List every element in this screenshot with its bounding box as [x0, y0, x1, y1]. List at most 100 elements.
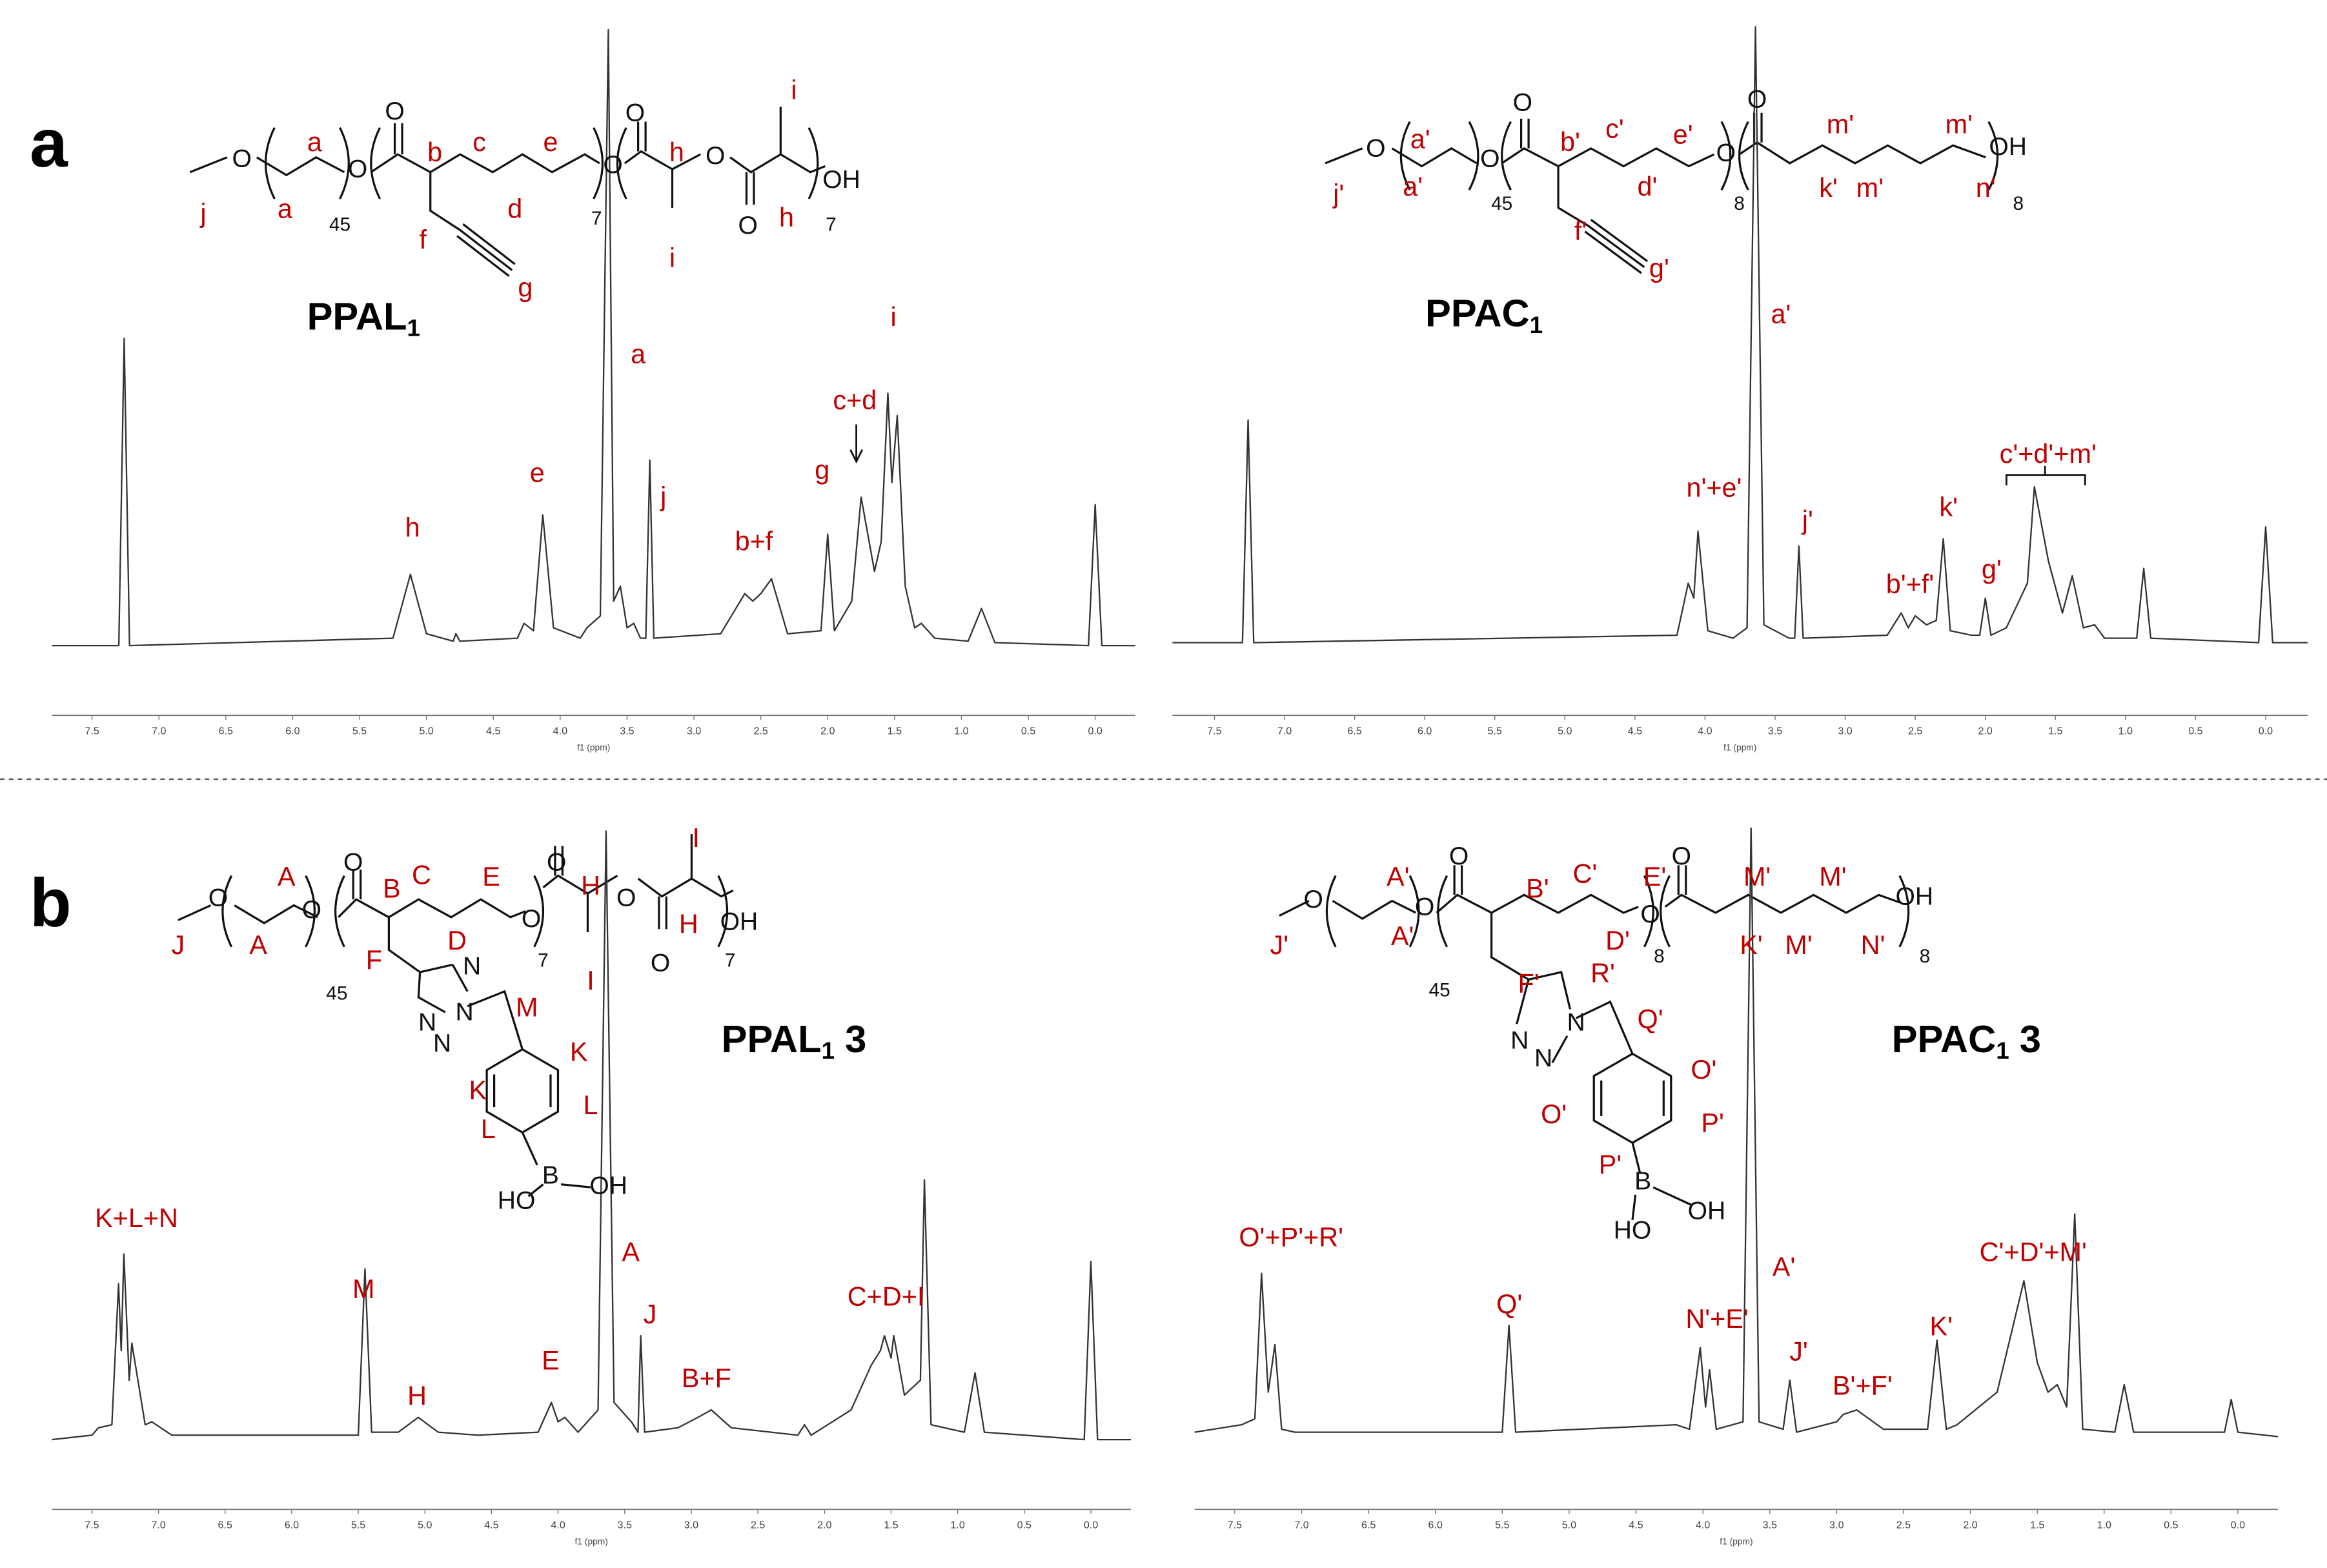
panel-label: a — [30, 105, 68, 181]
structure-label: M — [516, 992, 538, 1022]
structure-label: g — [518, 272, 533, 302]
atom-label: O — [302, 896, 321, 924]
atom-label: 7 — [538, 950, 549, 972]
structure-label: h — [779, 203, 794, 232]
peak-label: b+f — [735, 526, 773, 556]
peak-label: c'+d'+m' — [2000, 439, 2097, 469]
atom-label: 7 — [826, 214, 837, 235]
structure-label: H — [679, 910, 698, 939]
structure-label: K — [570, 1037, 588, 1066]
peak-label: O'+P'+R' — [1239, 1223, 1343, 1252]
x-tick-label: 0.0 — [1084, 1520, 1098, 1531]
x-tick-label: 0.0 — [2259, 726, 2273, 737]
atom-label: O — [208, 884, 228, 912]
structure-label: J' — [1270, 930, 1289, 960]
atom-label: N — [418, 1009, 436, 1037]
x-tick-label: 1.0 — [950, 1520, 964, 1531]
x-tick-label: 5.5 — [351, 1520, 365, 1531]
x-tick-label: 6.5 — [1361, 1520, 1376, 1531]
peak-label: j' — [1801, 505, 1813, 535]
structure-label: I — [587, 966, 594, 995]
compound-subscript: 1 — [407, 314, 420, 341]
atom-label: O — [343, 848, 363, 876]
peak-label: i — [890, 302, 896, 332]
x-tick-label: 1.0 — [2119, 726, 2133, 737]
atom-label: O — [625, 99, 645, 127]
structure-label: O' — [1691, 1055, 1716, 1084]
structure-label: P' — [1701, 1108, 1724, 1138]
x-tick-label: 2.5 — [751, 1520, 765, 1531]
structure-label: d' — [1638, 172, 1658, 201]
structure-label: c' — [1605, 114, 1624, 143]
x-tick-label: 5.0 — [419, 726, 433, 737]
atom-label: 8 — [1920, 946, 1931, 967]
atom-label: 45 — [329, 214, 351, 235]
peak-label: N'+E' — [1685, 1304, 1748, 1334]
x-tick-label: 2.5 — [1896, 1520, 1911, 1531]
structure-label: B' — [1526, 873, 1549, 903]
structure-label: a — [278, 194, 293, 223]
structure-label: A' — [1391, 921, 1414, 951]
x-tick-label: 3.5 — [618, 1520, 632, 1531]
x-tick-label: 7.0 — [151, 1520, 165, 1531]
structure-label: F — [366, 945, 382, 975]
atom-label: O — [1747, 86, 1767, 114]
structure-label: h — [669, 137, 684, 167]
atom-label: 45 — [326, 983, 347, 1004]
x-tick-label: 1.0 — [2097, 1520, 2111, 1531]
structure-label: A' — [1387, 862, 1410, 891]
structure-label: K — [469, 1075, 487, 1105]
atom-label: 45 — [1491, 193, 1512, 214]
atom-label: O — [1672, 842, 1691, 870]
x-tick-label: 1.5 — [888, 726, 902, 737]
atom-label: OH — [1688, 1197, 1726, 1225]
structure-label: L — [481, 1114, 496, 1144]
x-tick-label: 0.5 — [2188, 726, 2202, 737]
peak-label: h — [405, 513, 420, 543]
compound-title: PPAL1 — [307, 294, 420, 341]
x-tick-label: 3.5 — [1768, 726, 1782, 737]
peak-label: M — [352, 1274, 374, 1304]
atom-label: O — [738, 212, 758, 239]
structure-label: j — [199, 198, 206, 228]
x-axis-label: f1 (ppm) — [1723, 742, 1756, 752]
structure-label: M' — [1743, 862, 1771, 891]
structure-label: a — [307, 127, 323, 157]
compound-title: PPAC1 — [1425, 291, 1543, 338]
structure-label: e — [543, 127, 558, 157]
structure-label: E — [482, 862, 500, 891]
atom-label: N — [1534, 1044, 1552, 1072]
x-tick-label: 5.5 — [1495, 1520, 1509, 1531]
structure-label: g' — [1649, 253, 1669, 283]
peak-label: a — [631, 340, 646, 369]
x-tick-label: 3.5 — [620, 726, 634, 737]
structure-label: n' — [1976, 173, 1996, 203]
atom-label: O — [522, 905, 541, 933]
structure-label: M' — [1785, 930, 1812, 960]
atom-label: HO — [498, 1187, 536, 1215]
atom-label: O — [1716, 139, 1736, 167]
structure-bonds — [189, 107, 826, 277]
x-axis-label: f1 (ppm) — [1720, 1536, 1753, 1546]
arrow — [849, 424, 864, 464]
atom-label: OH — [720, 908, 758, 935]
structure-label: K' — [1740, 930, 1763, 960]
structure-label: k' — [1819, 173, 1838, 203]
peak-label: H — [407, 1381, 427, 1411]
atom-label: 8 — [1734, 193, 1745, 214]
x-tick-label: 6.0 — [285, 1520, 299, 1531]
atom-label: O — [651, 950, 670, 977]
structure-label: I — [693, 823, 700, 853]
structure-label: e' — [1673, 119, 1693, 149]
x-tick-label: 4.5 — [1628, 726, 1642, 737]
atom-label: O — [348, 156, 367, 183]
structure-label: E' — [1643, 862, 1667, 891]
peak-label: E — [542, 1346, 560, 1376]
structure-label: P' — [1599, 1150, 1622, 1179]
atom-label: N — [1567, 1009, 1585, 1037]
structure-label: i — [669, 243, 675, 272]
x-tick-label: 5.5 — [1488, 726, 1502, 737]
x-tick-label: 2.0 — [820, 726, 835, 737]
